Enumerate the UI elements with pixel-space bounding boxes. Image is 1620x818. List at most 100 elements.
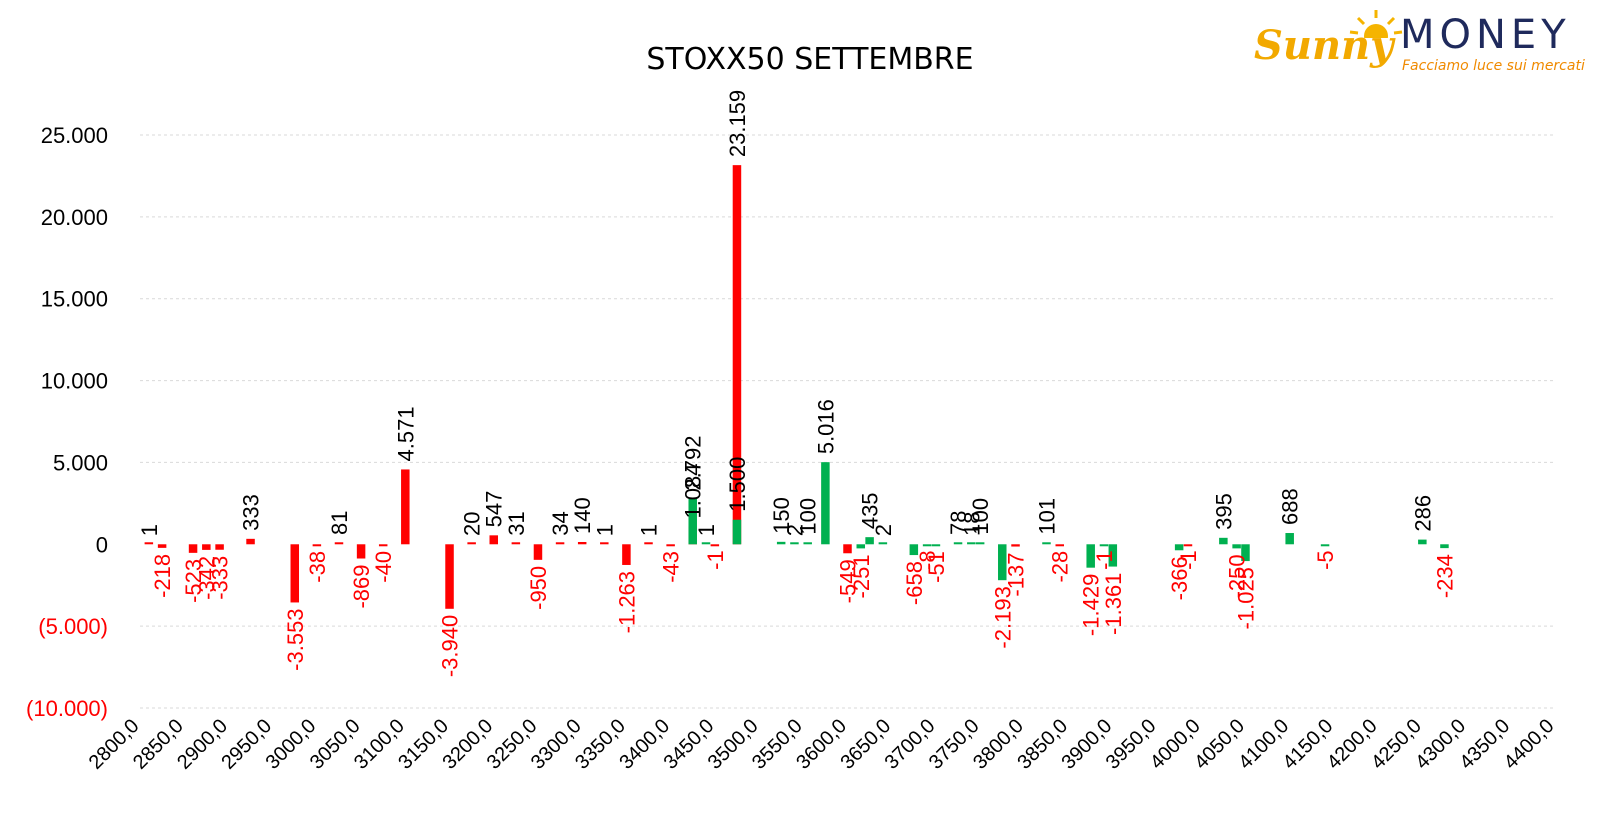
bar — [1055, 544, 1064, 547]
gridlines — [140, 134, 1555, 709]
data-label: 5.016 — [813, 399, 838, 454]
bar — [998, 544, 1007, 581]
data-label: 140 — [570, 497, 595, 534]
data-label: 100 — [968, 498, 993, 535]
data-label: 1.500 — [725, 457, 750, 512]
data-label: 395 — [1211, 493, 1236, 530]
data-label: -1.361 — [1101, 573, 1126, 635]
bar — [1174, 544, 1184, 551]
y-tick-label: 10.000 — [41, 369, 108, 394]
bar — [1241, 544, 1250, 562]
bar — [1440, 544, 1449, 549]
data-label: 1 — [137, 524, 162, 536]
data-label: -3.553 — [283, 608, 308, 670]
data-label: 1.084 — [681, 463, 706, 518]
bar — [803, 542, 812, 545]
data-label: 1 — [637, 524, 662, 536]
bar — [909, 544, 919, 556]
bar — [188, 544, 198, 553]
data-label: -2.193 — [990, 586, 1015, 648]
y-tick-label: (10.000) — [26, 696, 108, 721]
data-label: 34 — [548, 511, 573, 535]
data-label: -137 — [1004, 553, 1029, 597]
bar — [790, 542, 799, 545]
data-label: -251 — [849, 554, 874, 598]
data-label: -1.263 — [614, 571, 639, 633]
data-label: 18 — [959, 512, 984, 536]
data-label: -333 — [208, 556, 233, 600]
data-label: 20 — [460, 511, 485, 535]
sun-icon — [1349, 10, 1403, 38]
data-label: 81 — [327, 510, 352, 534]
bar — [710, 544, 720, 547]
data-label: 78 — [946, 511, 971, 535]
data-label: -43 — [659, 551, 684, 583]
y-tick-label: 5.000 — [53, 450, 108, 475]
bar — [967, 542, 976, 545]
bar — [666, 544, 675, 547]
y-axis: 25.000 20.000 15.000 10.000 5.000 0 (5.000) (10… — [26, 123, 108, 721]
bar — [1418, 539, 1427, 545]
bars-layer — [144, 165, 1449, 609]
bar — [378, 544, 388, 547]
data-label: -40 — [371, 551, 396, 583]
bar — [334, 542, 344, 545]
bar — [843, 544, 852, 554]
bar — [644, 542, 653, 545]
data-label: 2 — [871, 524, 896, 536]
bar — [356, 544, 366, 559]
bar — [215, 544, 224, 550]
x-tick-label: 4400,0 — [1500, 715, 1559, 774]
bar — [533, 544, 543, 560]
bar — [622, 544, 631, 565]
data-label: -1.429 — [1079, 574, 1104, 636]
bar — [1099, 544, 1109, 547]
data-label: -658 — [902, 561, 927, 605]
logo-brand-word: MONEY — [1400, 12, 1571, 58]
bar — [931, 544, 941, 547]
data-label: -250 — [1225, 554, 1250, 598]
data-label: 1 — [694, 524, 719, 536]
bar — [1086, 544, 1095, 568]
data-label: -342 — [194, 556, 219, 600]
data-label: 333 — [239, 494, 264, 531]
bar — [865, 537, 874, 545]
data-label: 4.571 — [393, 406, 418, 461]
data-label: 547 — [482, 491, 507, 528]
data-label: -51 — [924, 551, 949, 583]
bar — [688, 498, 697, 545]
bar — [577, 541, 587, 545]
bar — [922, 544, 932, 547]
bar — [511, 542, 521, 545]
bar — [1183, 544, 1193, 547]
data-label: 286 — [1410, 495, 1435, 532]
bar — [776, 541, 786, 545]
chart-title: STOXX50 SETTEMBRE — [646, 42, 973, 77]
data-label: 2.792 — [681, 436, 706, 491]
y-tick-label: (5.000) — [38, 614, 108, 639]
bar — [202, 544, 211, 550]
bar — [401, 469, 410, 545]
bar — [701, 542, 711, 545]
bar — [1320, 544, 1330, 547]
data-label: 435 — [858, 492, 883, 529]
y-tick-label: 0 — [96, 532, 108, 557]
bar — [1042, 542, 1051, 545]
bar — [445, 544, 454, 609]
logo: Sunny MONEY Facciamo luce sui mercati — [1250, 8, 1620, 78]
bar — [1232, 544, 1241, 549]
data-label: -523 — [181, 559, 206, 603]
data-label: 150 — [769, 497, 794, 534]
logo-tagline: Facciamo luce sui mercati — [1402, 58, 1585, 74]
bar — [312, 544, 322, 547]
data-label: -869 — [349, 565, 374, 609]
data-label: -549 — [836, 559, 861, 603]
data-label: -1.025 — [1233, 567, 1258, 629]
data-label: -1 — [1176, 550, 1201, 570]
data-label: -8 — [915, 550, 940, 570]
data-label: -950 — [526, 566, 551, 610]
y-tick-label: 20.000 — [41, 205, 108, 230]
data-label: -38 — [305, 551, 330, 583]
